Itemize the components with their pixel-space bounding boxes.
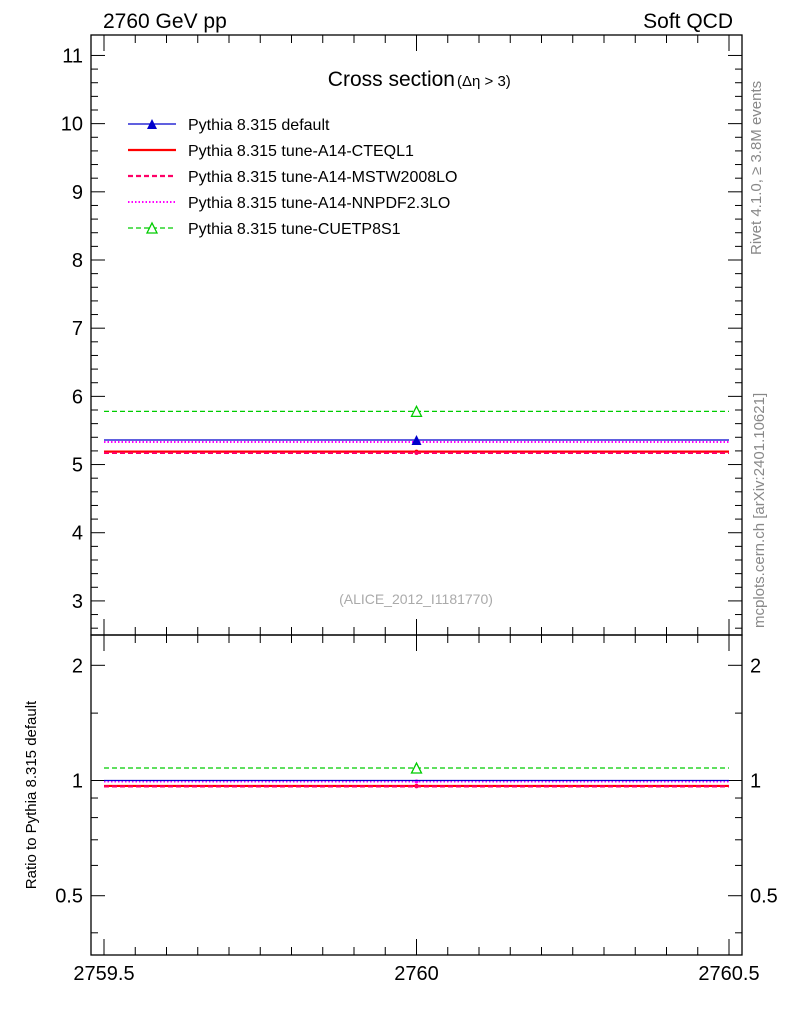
main-y-tick-label: 6: [72, 386, 83, 408]
ratio-y-tick-label: 0.5: [55, 886, 83, 908]
x-axis: 2759.5 2760 2760.5: [73, 35, 760, 985]
legend-label-cteql1: Pythia 8.315 tune-A14-CTEQL1: [188, 143, 414, 160]
legend-label-mstw: Pythia 8.315 tune-A14-MSTW2008LO: [188, 169, 457, 186]
x-tick-label: 2760: [394, 963, 439, 985]
legend-label-nnpdf: Pythia 8.315 tune-A14-NNPDF2.3LO: [188, 195, 450, 212]
main-y-tick-label: 3: [72, 591, 83, 613]
ratio-y-tick-label-right: 2: [750, 655, 761, 677]
chart-title: Cross section: [328, 68, 455, 91]
ratio-plot-frame: [90, 634, 743, 956]
ratio-y-tick-label-right: 1: [750, 771, 761, 793]
main-series-layer: [104, 404, 729, 455]
series-marker-default: [411, 435, 422, 445]
main-y-tick-label: 8: [72, 250, 83, 272]
x-tick-label: 2759.5: [73, 963, 134, 985]
ratio-y-axis-label: Ratio to Pythia 8.315 default: [23, 700, 40, 889]
legend-entry-cuetp8s1: Pythia 8.315 tune-CUETP8S1: [128, 221, 401, 238]
main-y-axis: 3 4 5 6 7 8 9 10 11: [61, 45, 742, 629]
legend-marker-default: [147, 119, 157, 129]
x-tick-label: 2760.5: [698, 963, 759, 985]
main-y-tick-label: 9: [72, 182, 83, 204]
legend-marker-cuetp8s1: [145, 221, 159, 234]
main-y-tick-label: 11: [62, 45, 83, 67]
legend: Pythia 8.315 default Pythia 8.315 tune-A…: [128, 117, 457, 238]
ratio-marker-cuetp8s1: [410, 761, 423, 774]
legend-entry-default: Pythia 8.315 default: [128, 117, 330, 134]
rivet-version-label: Rivet 4.1.0, ≥ 3.8M events: [748, 81, 765, 255]
ratio-y-tick-label-right: 0.5: [750, 886, 778, 908]
ratio-y-tick-label: 1: [72, 771, 83, 793]
series-point-mstw: [414, 450, 419, 455]
header-energy-label: 2760 GeV pp: [103, 10, 227, 33]
analysis-id-label: (ALICE_2012_I1181770): [339, 591, 493, 607]
legend-entry-nnpdf: Pythia 8.315 tune-A14-NNPDF2.3LO: [128, 195, 450, 212]
header-category-label: Soft QCD: [643, 10, 733, 33]
series-marker-cuetp8s1: [410, 404, 423, 418]
chart-title-subscript: (Δη > 3): [457, 73, 511, 90]
main-y-tick-label: 7: [72, 318, 83, 340]
legend-entry-mstw: Pythia 8.315 tune-A14-MSTW2008LO: [128, 169, 457, 186]
ratio-point-mstw: [414, 784, 419, 789]
legend-label-default: Pythia 8.315 default: [188, 117, 330, 134]
main-y-tick-label: 5: [72, 455, 83, 477]
legend-entry-cteql1: Pythia 8.315 tune-A14-CTEQL1: [128, 143, 414, 160]
ratio-series-layer: [104, 761, 729, 789]
legend-label-cuetp8s1: Pythia 8.315 tune-CUETP8S1: [188, 221, 401, 238]
ratio-y-tick-label: 2: [72, 655, 83, 677]
main-y-tick-label: 10: [61, 114, 83, 136]
ratio-y-axis: 0.5 0.5 1 1 2 2: [55, 655, 778, 934]
mcplots-source-label: mcplots.cern.ch [arXiv:2401.10621]: [751, 393, 768, 628]
main-y-tick-label: 4: [72, 523, 83, 545]
